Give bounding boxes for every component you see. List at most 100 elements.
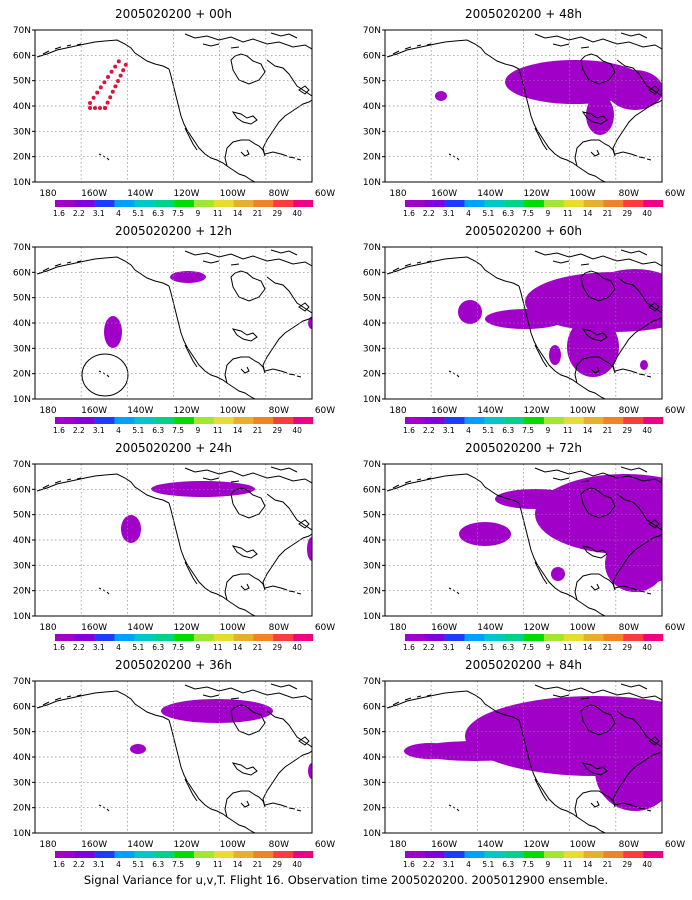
colorbar-swatch <box>134 200 155 207</box>
observation-marker <box>93 106 97 110</box>
latitude-tick-label: 70N <box>13 243 31 253</box>
colorbar-label: 40 <box>642 209 652 218</box>
colorbar-label: 2.2 <box>423 860 435 869</box>
latitude-tick-label: 30N <box>363 778 381 788</box>
colorbar-label: 9 <box>546 426 551 435</box>
colorbar-label: 6.3 <box>152 643 164 652</box>
latitude-tick-label: 60N <box>13 51 31 61</box>
longitude-tick-label: 80W <box>619 189 639 199</box>
colorbar-swatch <box>444 200 465 207</box>
colorbar-swatch <box>154 417 175 424</box>
colorbar-label: 3.1 <box>443 643 455 652</box>
colorbar-swatch <box>464 634 485 641</box>
latitude-tick-label: 50N <box>363 728 381 738</box>
longitude-tick-label: 60W <box>665 623 685 633</box>
longitude-tick-label: 120W <box>523 189 549 199</box>
colorbar-swatch <box>583 851 604 858</box>
colorbar-swatch <box>643 851 664 858</box>
colorbar-label: 6.3 <box>152 209 164 218</box>
longitude-tick-label: 140W <box>477 189 503 199</box>
colorbar-swatch <box>233 417 254 424</box>
longitude-tick-label: 100W <box>220 406 246 416</box>
colorbar-label: 9 <box>546 860 551 869</box>
longitude-tick-label: 60W <box>665 406 685 416</box>
colorbar-label: 21 <box>253 643 263 652</box>
latitude-tick-label: 70N <box>363 26 381 36</box>
colorbar-swatch <box>233 200 254 207</box>
latitude-tick-label: 40N <box>13 102 31 112</box>
longitude-tick-label: 60W <box>665 840 685 850</box>
colorbar-label: 14 <box>233 860 243 869</box>
colorbar-swatch <box>233 634 254 641</box>
colorbar-swatch <box>583 200 604 207</box>
latitude-tick-label: 70N <box>363 460 381 470</box>
colorbar-swatch <box>563 417 584 424</box>
colorbar-label: 5.1 <box>482 643 494 652</box>
colorbar-label: 7.5 <box>522 643 534 652</box>
colorbar-label: 3.1 <box>443 860 455 869</box>
colorbar-label: 6.3 <box>152 426 164 435</box>
signal-region <box>161 699 273 723</box>
colorbar-label: 5.1 <box>132 643 144 652</box>
panel-title: 2005020200 + 60h <box>465 224 582 238</box>
latitude-tick-label: 60N <box>363 485 381 495</box>
colorbar-label: 29 <box>273 209 283 218</box>
longitude-tick-label: 60W <box>315 840 335 850</box>
colorbar-label: 40 <box>292 209 302 218</box>
colorbar-swatch <box>504 634 525 641</box>
colorbar-label: 40 <box>642 426 652 435</box>
colorbar-swatch <box>563 634 584 641</box>
colorbar-swatch <box>273 851 294 858</box>
observation-marker <box>116 59 121 64</box>
latitude-tick-label: 20N <box>13 804 31 814</box>
colorbar-swatch <box>154 634 175 641</box>
colorbar-label: 1.6 <box>403 426 415 435</box>
observation-marker <box>103 106 107 110</box>
latitude-tick-label: 40N <box>13 753 31 763</box>
colorbar-swatch <box>174 417 195 424</box>
gridlines <box>35 247 312 399</box>
gridlines <box>385 247 662 399</box>
colorbar-swatch <box>55 417 76 424</box>
colorbar-label: 9 <box>546 643 551 652</box>
gridlines <box>385 464 662 616</box>
latitude-tick-label: 30N <box>363 344 381 354</box>
map-panel: 2005020200 + 72h 70N 60N 50N 40N 30N 20N 10N 180… <box>363 441 685 652</box>
colorbar-swatch <box>253 851 274 858</box>
longitude-tick-label: 100W <box>570 189 596 199</box>
colorbar-label: 7.5 <box>172 209 184 218</box>
signal-region <box>104 316 122 348</box>
latitude-tick-label: 60N <box>363 702 381 712</box>
colorbar-label: 14 <box>583 860 593 869</box>
longitude-tick-label: 180 <box>389 189 406 199</box>
signal-region <box>459 522 511 546</box>
colorbar-label: 2.2 <box>423 209 435 218</box>
colorbar-label: 7.5 <box>522 860 534 869</box>
latitude-tick-label: 20N <box>13 153 31 163</box>
observation-marker <box>98 85 103 90</box>
observation-marker <box>106 75 110 79</box>
colorbar-label: 21 <box>253 209 263 218</box>
colorbar-label: 6.3 <box>502 643 514 652</box>
longitude-tick-label: 180 <box>389 406 406 416</box>
colorbar-label: 5.1 <box>482 426 494 435</box>
longitude-tick-label: 180 <box>39 623 56 633</box>
colorbar-label: 4 <box>116 643 121 652</box>
panel-title: 2005020200 + 72h <box>465 441 582 455</box>
longitude-tick-label: 140W <box>477 623 503 633</box>
colorbar-label: 1.6 <box>53 860 65 869</box>
colorbar-label: 21 <box>603 643 613 652</box>
longitude-tick-label: 160W <box>81 840 107 850</box>
colorbar-swatch <box>273 634 294 641</box>
colorbar-label: 21 <box>603 860 613 869</box>
longitude-tick-label: 120W <box>523 406 549 416</box>
colorbar-swatch <box>273 417 294 424</box>
colorbar-label: 29 <box>273 643 283 652</box>
colorbar-label: 11 <box>563 426 573 435</box>
colorbar-swatch <box>193 417 214 424</box>
colorbar-label: 7.5 <box>172 643 184 652</box>
latitude-tick-label: 10N <box>13 829 31 839</box>
colorbar-swatch <box>174 200 195 207</box>
colorbar-label: 29 <box>623 426 633 435</box>
latitude-tick-label: 50N <box>363 77 381 87</box>
